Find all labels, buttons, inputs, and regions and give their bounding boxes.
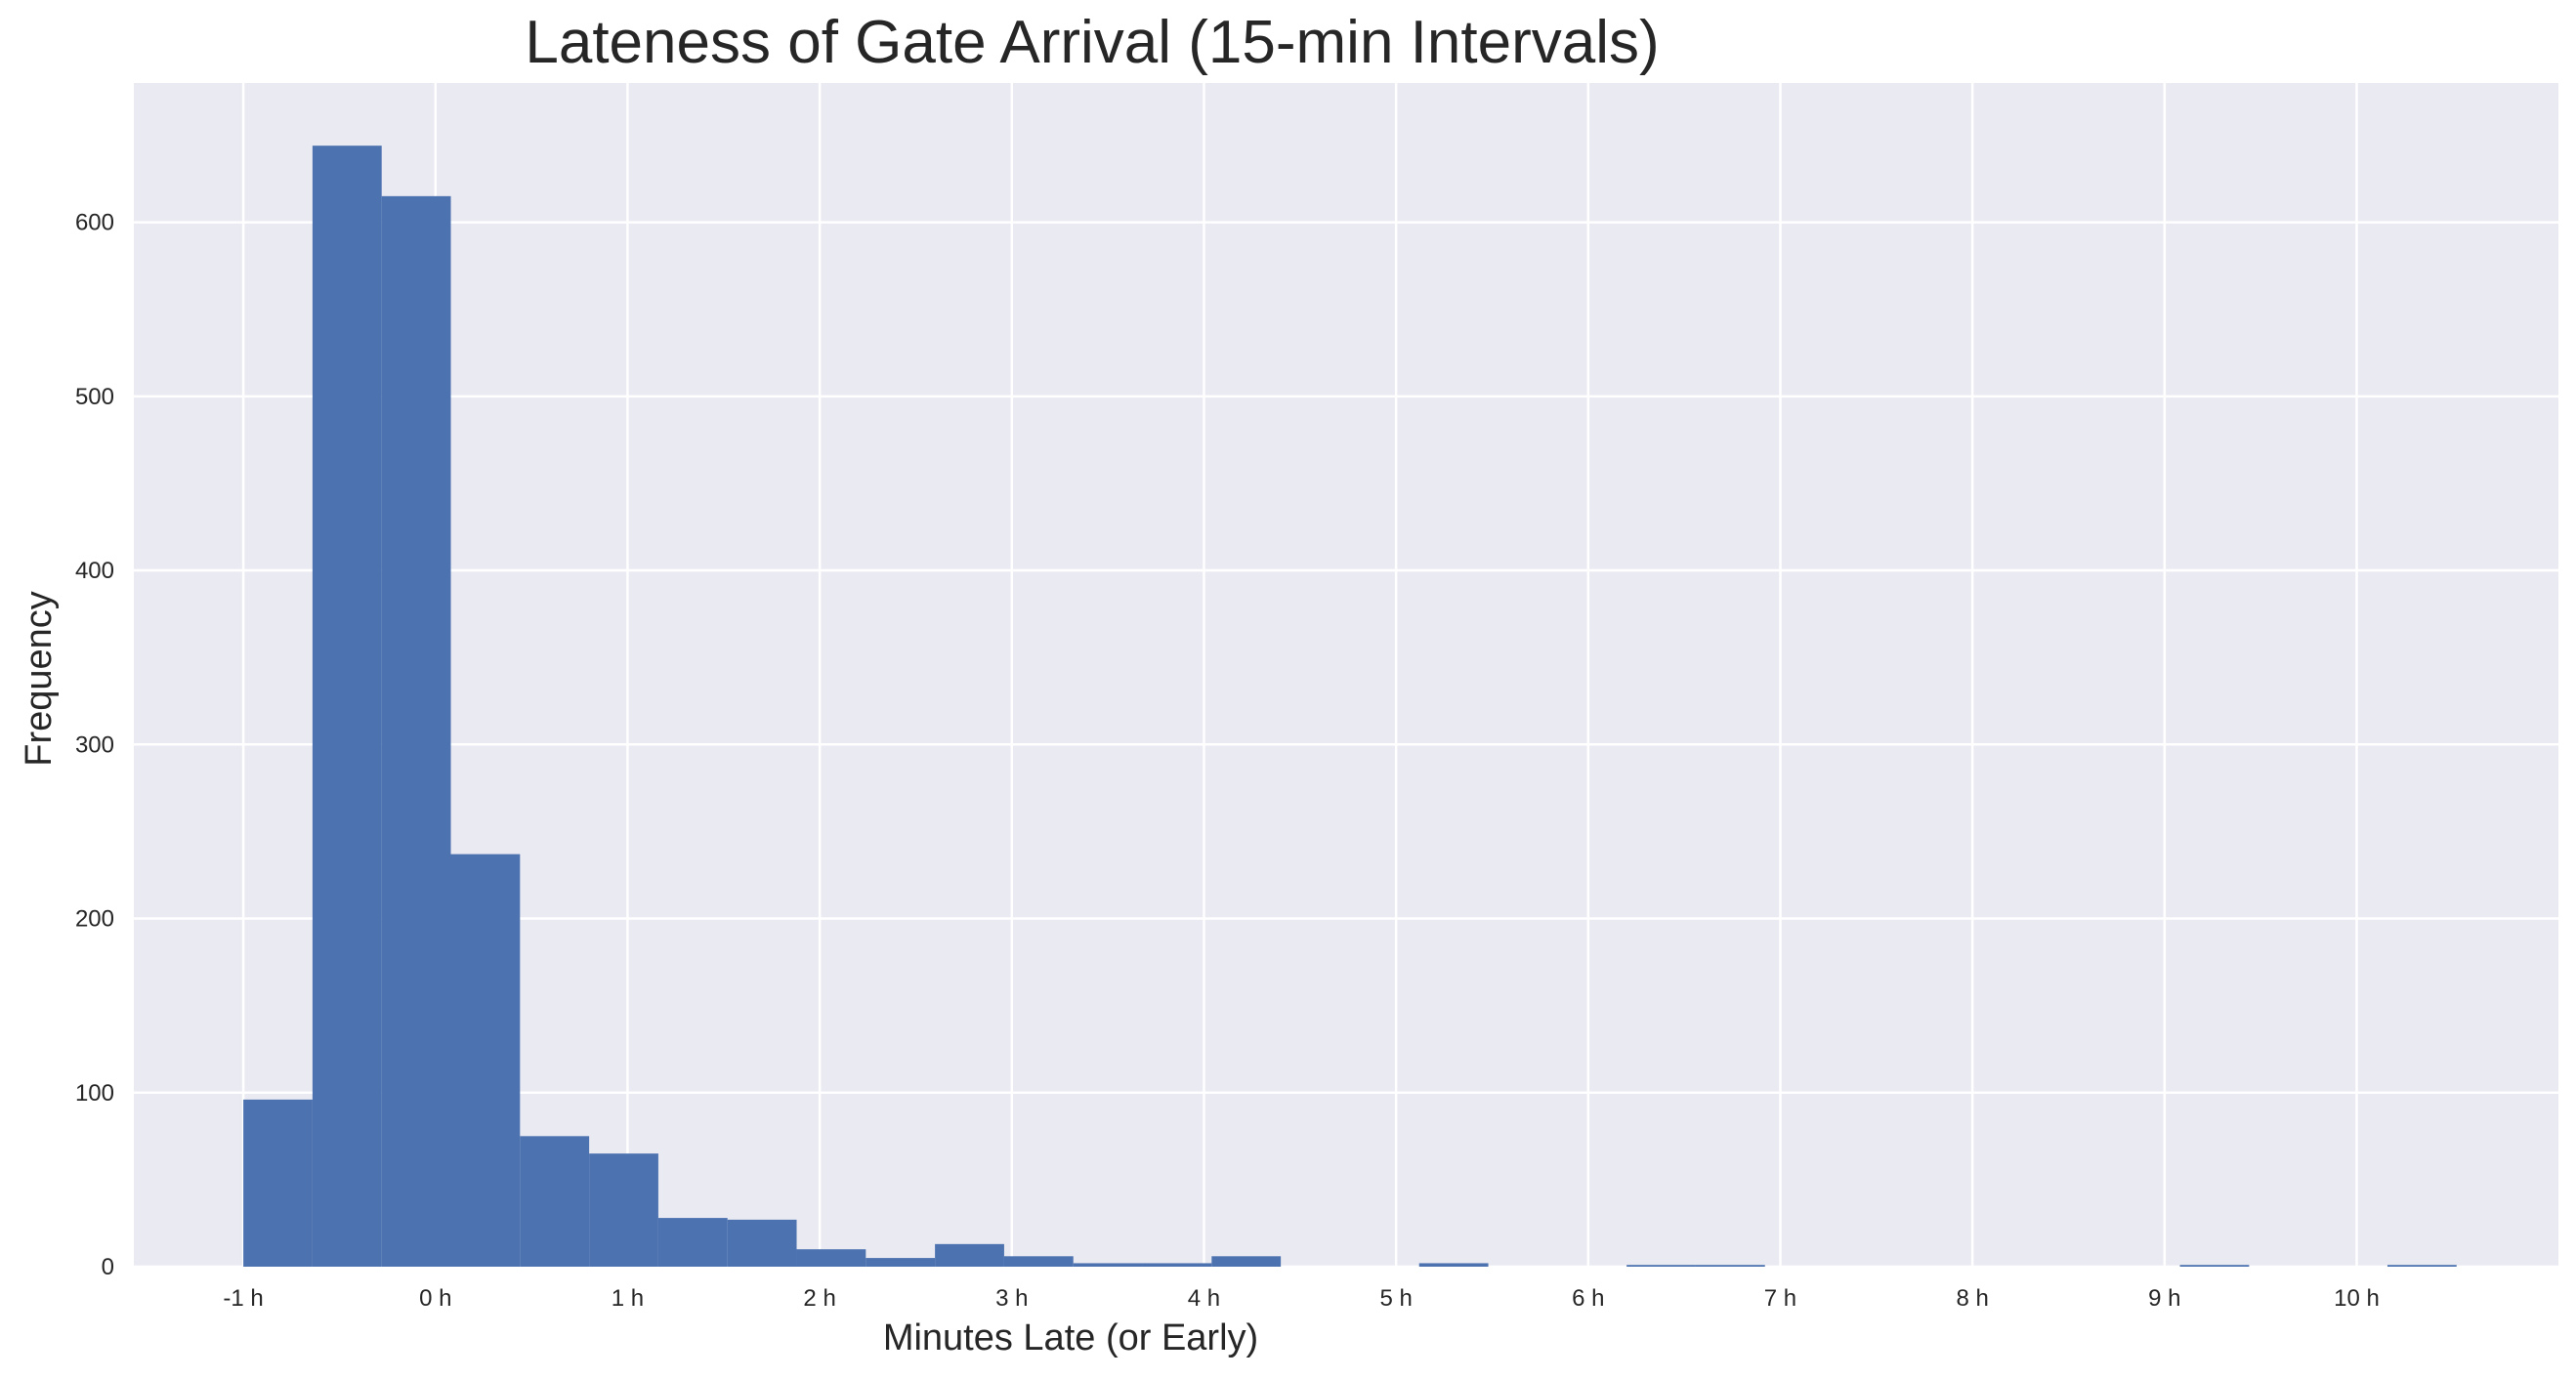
x-tick-label: 4 h (1188, 1285, 1220, 1312)
x-tick-label: 7 h (1764, 1285, 1796, 1312)
histogram-bar (727, 1219, 797, 1267)
y-tick-label: 600 (75, 210, 114, 236)
histogram-bar (1695, 1265, 1765, 1267)
x-tick-label: 6 h (1572, 1285, 1604, 1312)
y-tick-label: 100 (75, 1080, 114, 1107)
x-tick-label: 5 h (1379, 1285, 1412, 1312)
x-tick-label: -1 h (223, 1285, 263, 1312)
histogram-bar (1073, 1263, 1143, 1267)
x-tick-label: 3 h (995, 1285, 1028, 1312)
histogram-bar (935, 1243, 1004, 1267)
y-tick-label: 500 (75, 384, 114, 410)
x-axis-ticks: -1 h 0 h 1 h 2 h 3 h 4 h 5 h 6 h 7 h 8 h 9 h 10 h (223, 1285, 2379, 1312)
x-tick-label: 2 h (803, 1285, 835, 1312)
y-tick-label: 400 (75, 558, 114, 584)
histogram-bar (1626, 1265, 1696, 1267)
y-tick-label: 200 (75, 906, 114, 933)
histogram-bar (657, 1218, 728, 1267)
histogram-bar (1211, 1256, 1282, 1267)
histogram-bar (589, 1153, 658, 1267)
histogram-bar (866, 1258, 936, 1267)
histogram-bar (796, 1249, 866, 1267)
y-tick-label: 300 (75, 731, 114, 758)
x-axis-label: Minutes Late (or Early) (883, 1317, 1258, 1358)
x-tick-label: 0 h (419, 1285, 451, 1312)
histogram-bar (2179, 1265, 2250, 1267)
histogram-bar (381, 195, 451, 1268)
x-tick-label: 8 h (1956, 1285, 1988, 1312)
histogram-bar (520, 1136, 590, 1267)
grid-lines (134, 83, 2558, 1269)
x-tick-label: 1 h (612, 1285, 644, 1312)
chart-title: Lateness of Gate Arrival (15-min Interva… (525, 9, 1659, 76)
histogram-bar (312, 146, 382, 1268)
histogram-bar (243, 1099, 313, 1267)
histogram-bars (243, 146, 2457, 1268)
histogram-bar (2386, 1265, 2457, 1267)
histogram-bar (450, 854, 521, 1267)
plot-area (134, 83, 2558, 1267)
histogram-bar (1003, 1256, 1074, 1267)
histogram-bar (1142, 1263, 1212, 1267)
x-tick-label: 10 h (2334, 1285, 2380, 1312)
y-axis-label: Frequency (19, 591, 60, 767)
histogram-bar (1418, 1263, 1489, 1267)
y-tick-label: 0 (102, 1254, 114, 1280)
y-axis-ticks: 0 100 200 300 400 500 600 (75, 210, 114, 1280)
x-tick-label: 9 h (2148, 1285, 2180, 1312)
